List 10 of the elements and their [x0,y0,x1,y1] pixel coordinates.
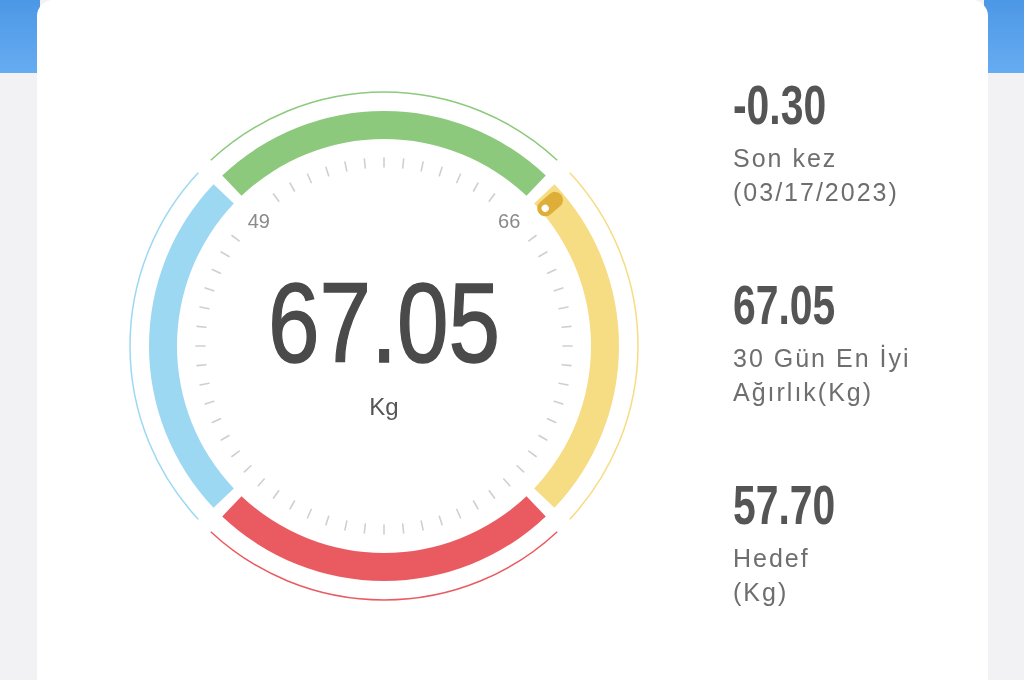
text: Son kez (03/17/2023) [733,144,899,206]
text: Hedef (Kg) [733,544,810,606]
text: 30 Gün En İyi Ağırlık(Kg) [733,344,911,406]
text: -0.30 [733,73,827,136]
text: 66 [498,209,521,232]
text: 57.70 [733,473,836,536]
text: 67.05 [268,259,500,387]
text: 67.05 [733,273,836,336]
text: 49 [247,209,270,232]
text: Kg [369,393,399,420]
